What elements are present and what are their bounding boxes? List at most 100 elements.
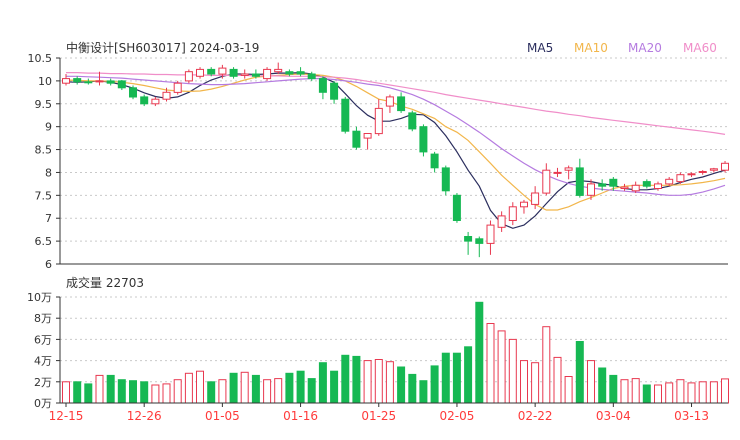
price-tick-label: 6 (45, 258, 52, 271)
candle (207, 67, 216, 77)
volume-bar (140, 381, 149, 404)
candle (285, 69, 294, 77)
candle-body-up (531, 192, 540, 205)
volume-bar (587, 360, 595, 404)
volume-bar (229, 372, 238, 404)
volume-bar (665, 382, 674, 404)
candle (151, 96, 160, 107)
candle-body-down (129, 87, 137, 98)
candle (341, 96, 350, 134)
candle-body-up (676, 174, 685, 183)
candle (709, 167, 718, 173)
volume-bar (397, 366, 406, 404)
candle-body-up (721, 162, 729, 171)
candle-body-up (497, 215, 506, 228)
price-tick-label: 6.5 (35, 235, 53, 248)
volume-bar (73, 381, 82, 404)
price-tick-label: 7.5 (35, 189, 53, 202)
volume-bar (307, 378, 316, 404)
volume-bar (452, 352, 461, 404)
volume-bar (285, 372, 294, 404)
volume-bar (475, 301, 484, 404)
candle-body-up (620, 186, 629, 190)
chart-legend: MA5 MA10 MA20 MA60 (527, 41, 717, 55)
volume-bar (207, 381, 216, 404)
candle-body-down (341, 98, 350, 132)
price-tick-label: 10 (38, 75, 52, 88)
candle-body-down (464, 236, 473, 242)
candle (642, 179, 651, 189)
volume-bar (240, 371, 249, 404)
candle-body-up (184, 71, 193, 82)
volume-bar (330, 370, 339, 404)
candle-body-up (687, 173, 696, 176)
candle-body-down (419, 126, 428, 153)
candle-body-down (207, 68, 216, 75)
volume-bar (721, 378, 729, 404)
candle (73, 76, 82, 85)
candle-body-down (285, 71, 294, 75)
candle-body-up (274, 68, 283, 73)
volume-bar (117, 379, 126, 404)
candle-body-down (318, 78, 327, 93)
volume-bar (709, 381, 718, 404)
candle (106, 78, 115, 86)
volume-bar (631, 378, 640, 404)
candle (296, 67, 305, 77)
volume-bar (84, 383, 93, 404)
volume-bar (531, 362, 540, 404)
candle (609, 177, 618, 191)
volume-bar (95, 374, 104, 404)
ma60-line (66, 71, 726, 135)
legend-ma60: MA60 (683, 41, 717, 55)
candle (318, 76, 327, 100)
volume-bar (341, 354, 350, 404)
candle-body-up (363, 133, 372, 139)
candle (307, 71, 316, 81)
candle (374, 99, 383, 136)
candle (452, 193, 461, 223)
candle (486, 220, 495, 255)
price-tick-label: 9 (45, 121, 52, 134)
candle (129, 85, 137, 100)
price-tick-label: 7 (45, 212, 52, 225)
candle (575, 158, 584, 198)
candle (229, 67, 238, 79)
volume-bar (318, 362, 327, 404)
candle-body-down (642, 181, 651, 187)
chart-title: 中衡设计[SH603017] 2024-03-19 (66, 40, 259, 55)
price-tick-label: 8.5 (35, 144, 53, 157)
candle-body-up (151, 98, 160, 105)
volume-bar (620, 379, 629, 404)
candle (196, 67, 204, 79)
volume-axis: 10万 8万 6万 4万 2万 0万 (27, 291, 60, 410)
candle (140, 94, 149, 107)
candle (363, 133, 372, 150)
candle-body-up (173, 82, 182, 93)
candle-body-down (430, 153, 439, 169)
candle-body-down (229, 68, 238, 77)
candle-body-up (665, 178, 674, 185)
candle (274, 62, 283, 75)
candle (397, 92, 406, 113)
volume-bar (374, 359, 383, 404)
candle-body-down (307, 73, 316, 80)
candle (665, 177, 674, 187)
volume-bar (687, 382, 696, 404)
candle-body-down (452, 194, 461, 222)
volume-bar (352, 355, 361, 404)
candle-body-down (475, 238, 484, 244)
candle-body-up (564, 167, 573, 171)
candle (520, 199, 528, 214)
candle (508, 202, 517, 226)
candle-body-up (196, 68, 204, 77)
candle-body-up (654, 183, 662, 189)
candle-body-up (240, 73, 249, 76)
candle-body-down (73, 78, 82, 83)
candle-body-down (140, 96, 149, 105)
volume-bar (419, 380, 428, 404)
candle-body-up (385, 96, 394, 107)
candle (240, 69, 249, 79)
candle (531, 186, 540, 210)
candle (385, 94, 394, 113)
